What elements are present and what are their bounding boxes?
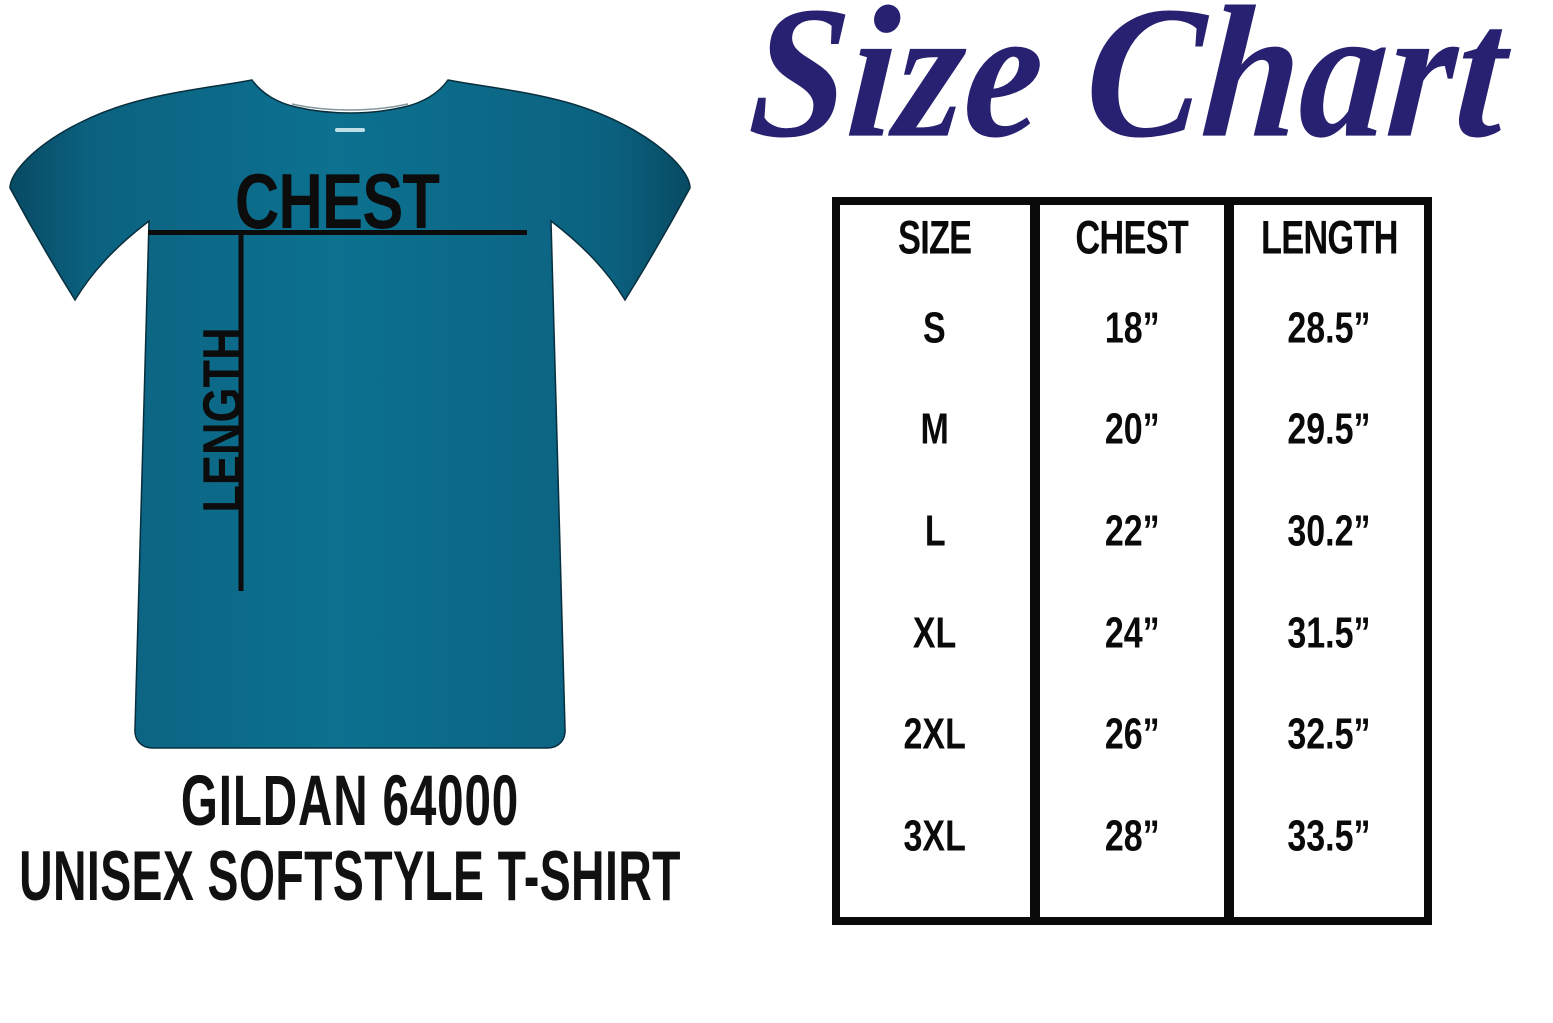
svg-text:GILDAN 64000: GILDAN 64000 xyxy=(181,760,519,840)
svg-text:CHEST: CHEST xyxy=(235,157,440,245)
svg-text:UNISEX SOFTSTYLE T-SHIRT: UNISEX SOFTSTYLE T-SHIRT xyxy=(19,836,681,915)
svg-text:LENGTH: LENGTH xyxy=(192,327,253,512)
